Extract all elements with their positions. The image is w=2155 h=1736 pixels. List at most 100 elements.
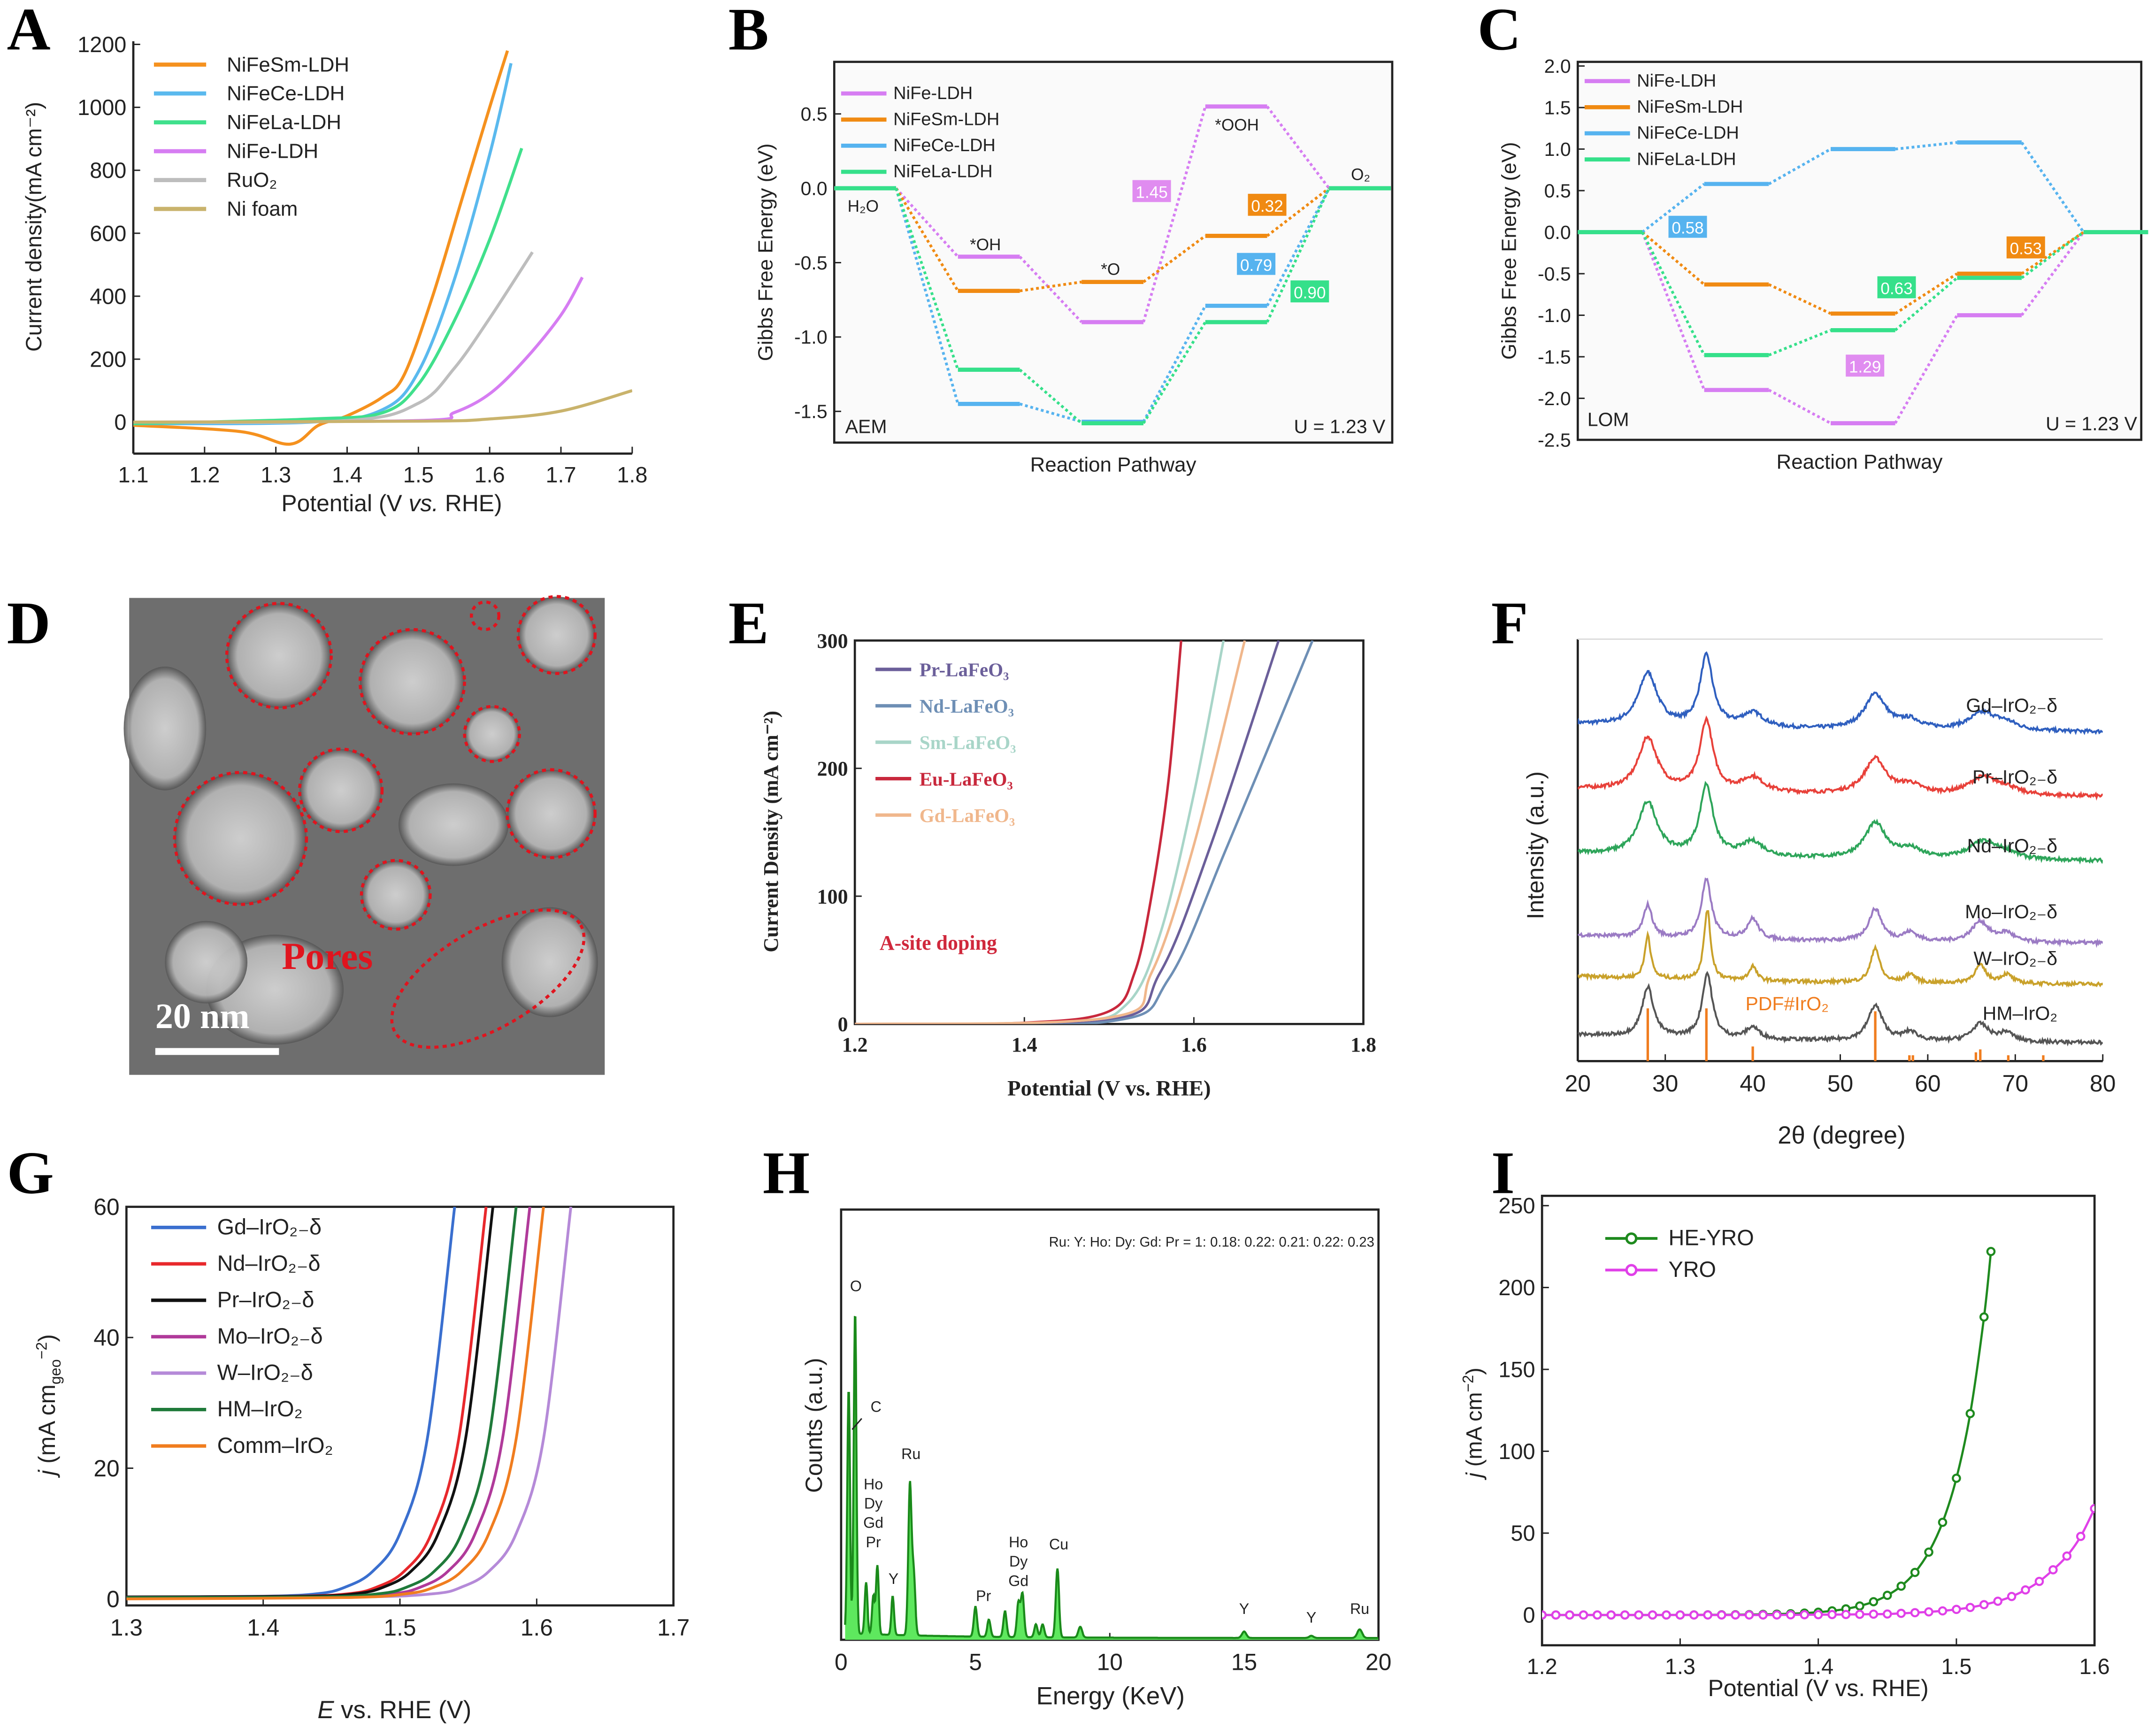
y-axis-label-part: −2 xyxy=(1460,1375,1477,1392)
legend-label: NiFeLa-LDH xyxy=(227,111,341,134)
barrier-value: 0.79 xyxy=(1240,256,1272,275)
xrd-pattern xyxy=(1578,715,2103,801)
y-tick-label: 200 xyxy=(817,758,848,780)
x-tick-label: 1.2 xyxy=(189,463,220,487)
plot-frame xyxy=(853,639,1365,1025)
barrier-value: 1.29 xyxy=(1849,358,1881,376)
x-tick-label: 0 xyxy=(835,1649,848,1675)
x-tick-label: 20 xyxy=(1365,1649,1391,1675)
legend-label: HM–IrO₂ xyxy=(217,1397,303,1421)
x-axis-label: Energy (KeV) xyxy=(1036,1682,1185,1710)
data-point xyxy=(1952,1605,1961,1614)
pores-label: Pores xyxy=(282,935,373,977)
data-point xyxy=(1758,1610,1768,1620)
x-tick-label: 5 xyxy=(969,1649,982,1675)
pore-outline xyxy=(358,628,466,736)
panel-label-c: C xyxy=(1478,0,1521,62)
data-point xyxy=(1855,1610,1864,1619)
x-tick-label: 1.2 xyxy=(1527,1654,1557,1679)
y-tick-label: -0.5 xyxy=(794,252,828,274)
legend-label: NiFeSm-LDH xyxy=(227,53,349,76)
y-tick-label: 2.0 xyxy=(1544,55,1571,77)
series-group xyxy=(855,640,1314,1024)
legend-label: NiFeCe-LDH xyxy=(893,136,996,155)
data-point xyxy=(1675,1610,1685,1620)
data-point xyxy=(1813,1610,1823,1620)
particle xyxy=(227,603,331,708)
series-line-nifesmldh xyxy=(133,50,509,446)
barrier-value: 0.63 xyxy=(1880,280,1912,298)
data-point xyxy=(1979,1312,1989,1322)
peak-label: Dy xyxy=(1009,1553,1028,1570)
series-line-nifeldh xyxy=(133,277,584,424)
x-tick-label: 40 xyxy=(1740,1070,1765,1097)
energy-connector xyxy=(1641,231,1705,286)
y-axis-label: Gibbs Free Energy (eV) xyxy=(1498,142,1521,360)
energy-connector xyxy=(1895,141,1957,151)
data-point xyxy=(1800,1610,1810,1620)
x-tick-label: 30 xyxy=(1652,1070,1678,1097)
plot-frame xyxy=(1576,61,2143,441)
series-group xyxy=(1542,1251,2095,1616)
y-tick-label: 200 xyxy=(90,347,126,371)
series-line-prlafeo xyxy=(855,640,1280,1024)
data-point xyxy=(1869,1609,1879,1619)
data-point xyxy=(1827,1610,1837,1620)
data-point xyxy=(1938,1606,1948,1616)
data-point xyxy=(2048,1565,2058,1575)
series-group xyxy=(126,1206,573,1600)
x-axis-label: Potential (V vs. RHE) xyxy=(1708,1675,1929,1701)
energy-connector xyxy=(2020,231,2085,316)
x-tick-label: 10 xyxy=(1097,1649,1123,1675)
energy-connector xyxy=(1142,106,1207,323)
barrier-badge xyxy=(1132,180,1171,202)
x-tick-label: 1.6 xyxy=(2079,1654,2110,1679)
y-tick-label: 50 xyxy=(1511,1521,1535,1545)
data-point xyxy=(1938,1517,1948,1527)
legend-label: Gd-LaFeO₃ xyxy=(920,805,1015,826)
y-tick-label: 1000 xyxy=(77,95,126,120)
legend-label: NiFe-LDH xyxy=(227,140,318,163)
pore-outline xyxy=(390,908,586,1049)
y-axis-label: Gibbs Free Energy (eV) xyxy=(754,143,777,361)
x-axis-label: 2θ (degree) xyxy=(1778,1121,1905,1149)
panel-label-i: I xyxy=(1491,1139,1515,1206)
ratio-annotation: Ru: Y: Ho: Dy: Gd: Pr = 1: 0.18: 0.22: 0… xyxy=(1049,1235,1374,1250)
x-tick-label: 1.4 xyxy=(332,463,362,487)
y-axis-label: Current Density (mA cm⁻²) xyxy=(760,711,782,952)
y-axis-label: j (mA cm−2) xyxy=(1460,1367,1487,1480)
y-axis-label: Current density(mA cm⁻²) xyxy=(22,102,46,352)
xrd-pattern xyxy=(1578,651,2103,736)
series-label: Pr–IrO₂₋δ xyxy=(1972,766,2057,788)
y-tick-label: -1.5 xyxy=(1538,346,1571,368)
data-point xyxy=(1648,1610,1657,1620)
energy-connector xyxy=(895,187,959,258)
series-label: W–IrO₂₋δ xyxy=(1973,947,2057,969)
x-tick-label: 50 xyxy=(1827,1070,1853,1097)
y-tick-label: 1.0 xyxy=(1544,138,1571,160)
y-tick-label: 20 xyxy=(93,1455,119,1482)
x-tick-label: 1.8 xyxy=(1350,1034,1376,1056)
legend-label: NiFeSm-LDH xyxy=(1637,97,1743,117)
particle xyxy=(399,783,509,866)
pore-outline xyxy=(173,771,308,906)
data-point xyxy=(2034,1576,2044,1586)
legend-label: Ni foam xyxy=(227,198,298,221)
spectrum-fill xyxy=(845,1317,1379,1640)
energy-connector xyxy=(1265,187,1330,323)
y-tick-label: 100 xyxy=(1498,1439,1535,1464)
y-tick-label: 0.0 xyxy=(1544,222,1571,243)
series-line-ndlafeo xyxy=(855,640,1314,1024)
particle xyxy=(123,667,207,791)
x-tick-label: 1.7 xyxy=(657,1614,690,1641)
peak-label: C xyxy=(871,1398,882,1415)
series-group xyxy=(1578,651,2103,1047)
barrier-badge xyxy=(1248,193,1287,216)
peak-label: Dy xyxy=(864,1495,883,1512)
x-tick-label: 1.4 xyxy=(1012,1034,1037,1056)
legend-label: Pr-LaFeO₃ xyxy=(920,659,1009,681)
x-axis-label-part: Potential (V xyxy=(281,490,408,516)
plot-frame xyxy=(833,61,1394,444)
data-point xyxy=(1772,1610,1782,1620)
data-point xyxy=(1841,1610,1851,1619)
